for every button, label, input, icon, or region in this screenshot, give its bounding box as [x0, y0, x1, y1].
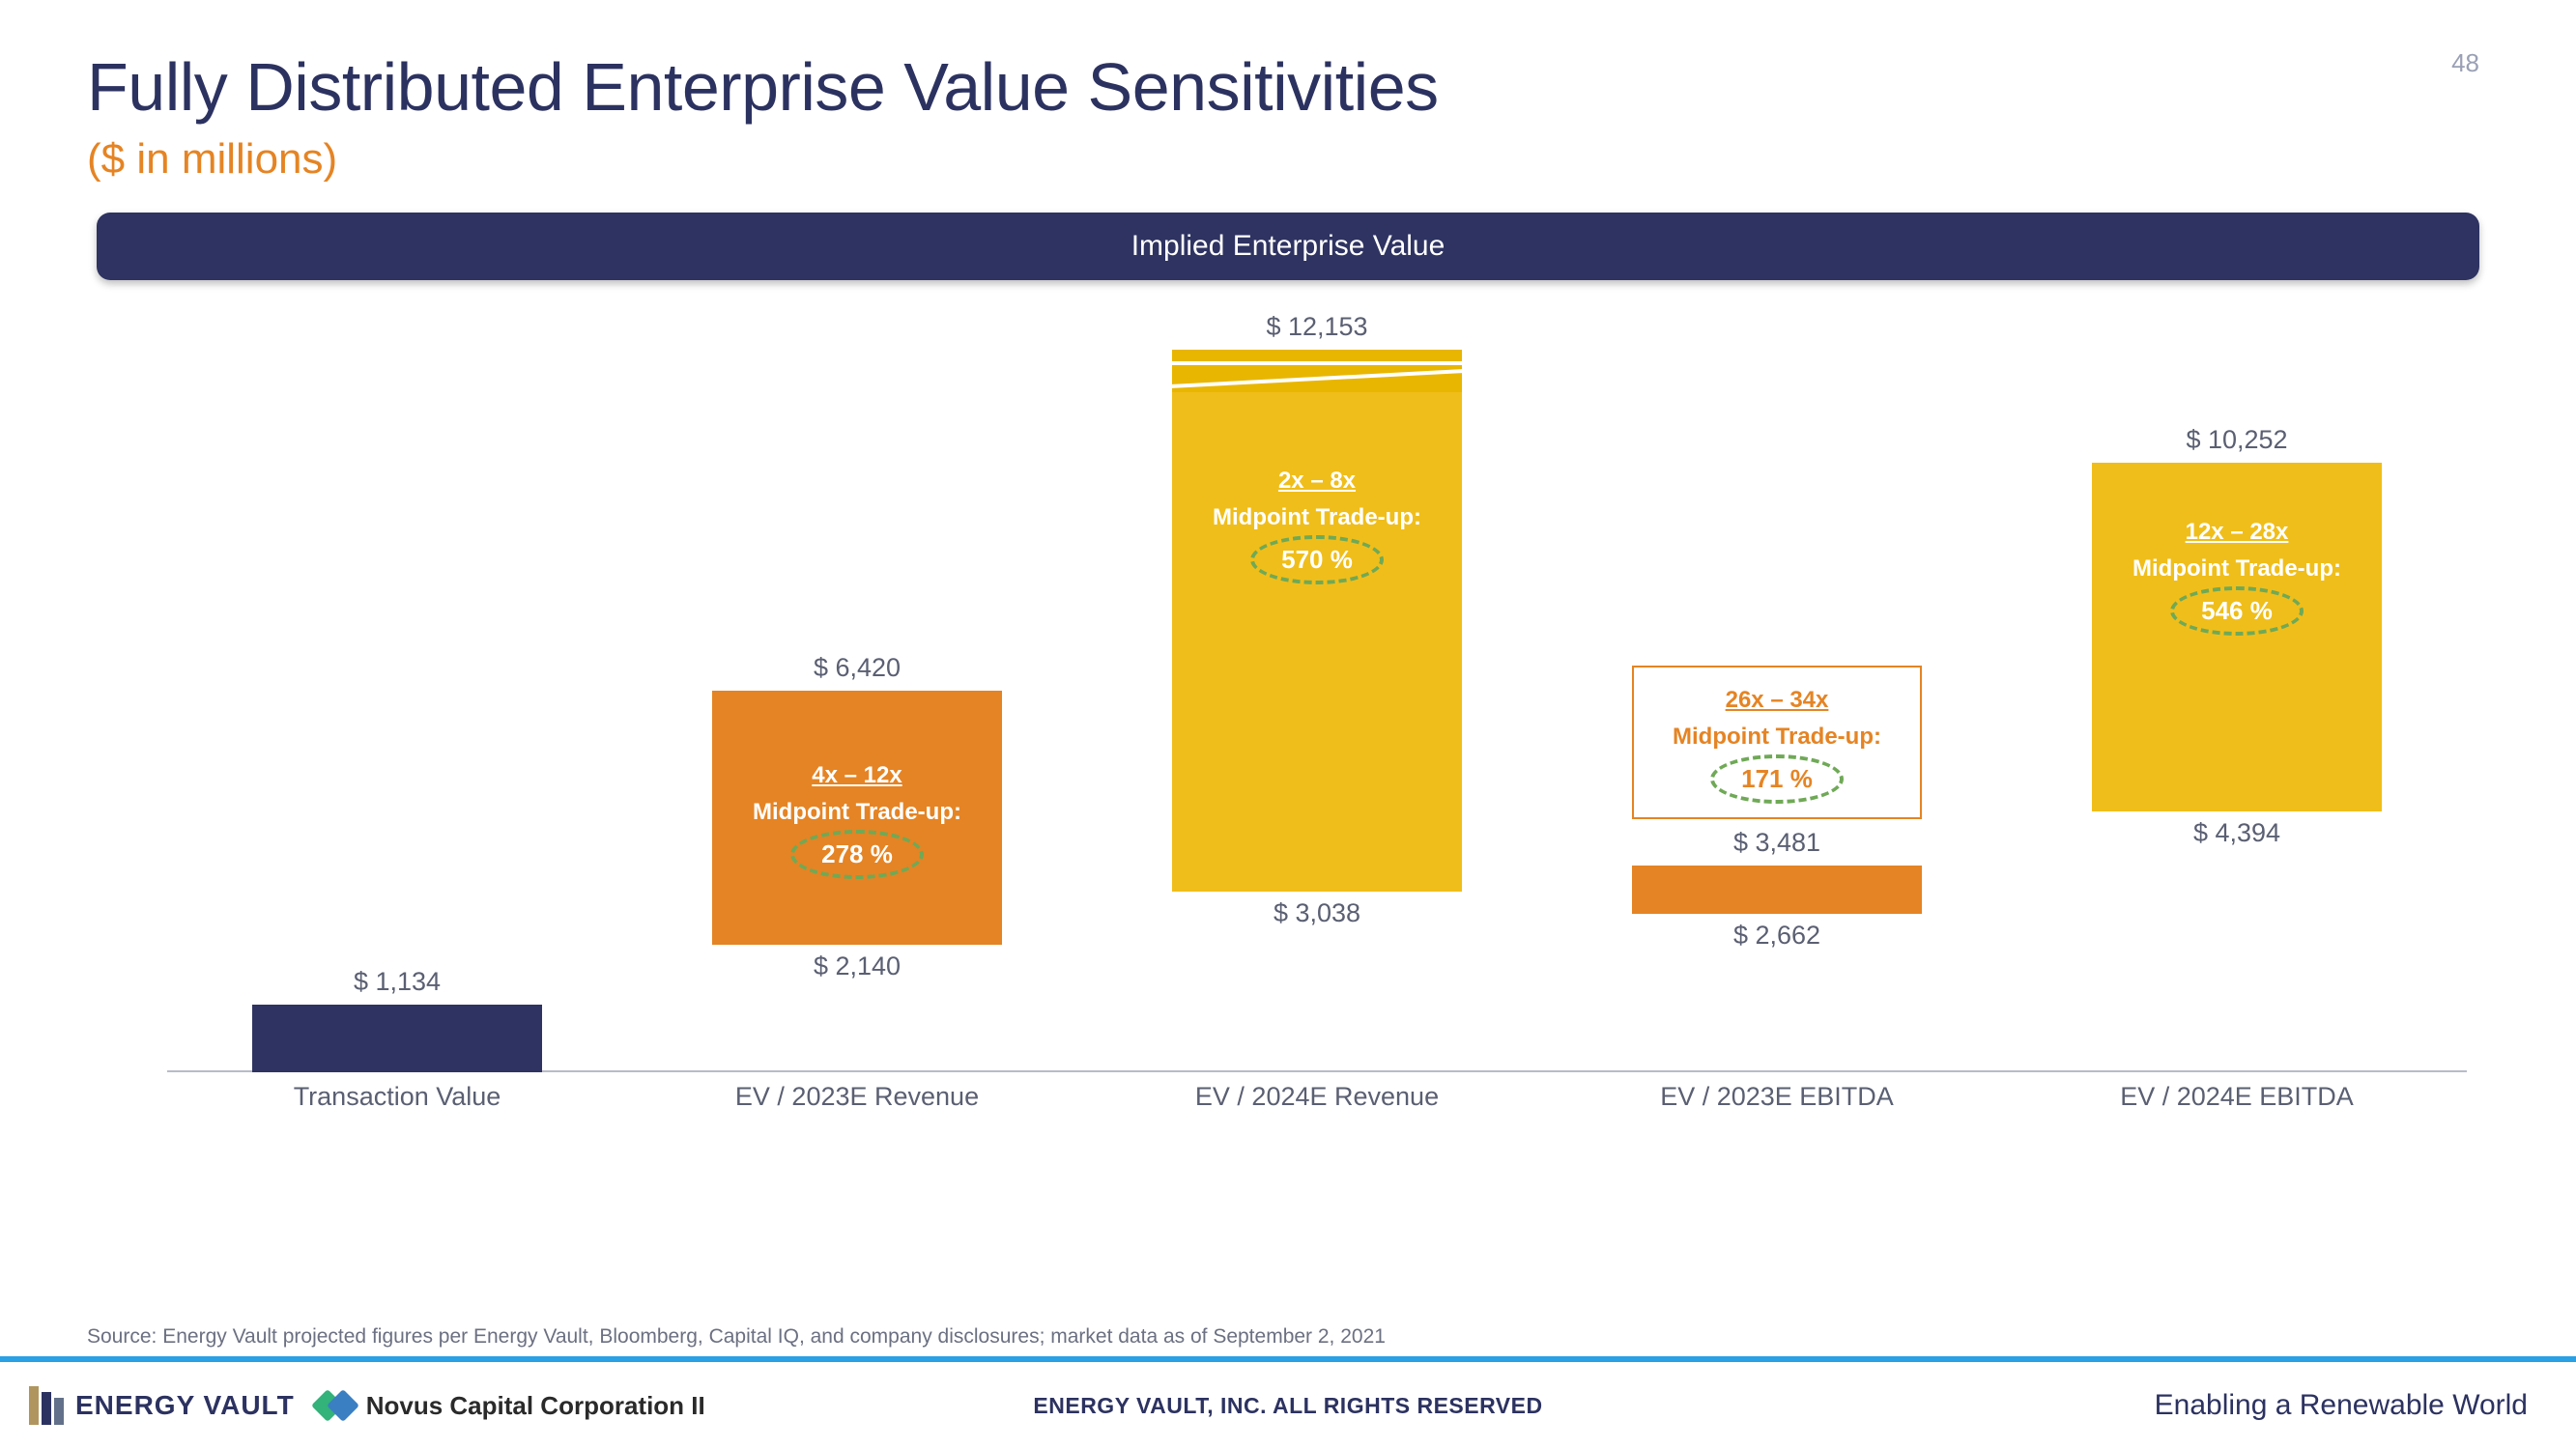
chart-value-high: $ 10,252: [2007, 425, 2467, 455]
chart-column: $ 6,420 $ 2,140 4x – 12x Midpoint Trade-up:…: [627, 299, 1087, 1072]
novus-logo-icon: [314, 1388, 357, 1423]
chart-value-high: $ 3,481: [1547, 828, 2007, 858]
chart-info-box: 12x – 28x Midpoint Trade-up: 546 %: [2092, 506, 2382, 641]
chart-x-label: EV / 2024E EBITDA: [2007, 1082, 2467, 1130]
info-range: 26x – 34x: [1726, 687, 1829, 714]
footer-center-text: ENERGY VAULT, INC. ALL RIGHTS RESERVED: [1033, 1393, 1542, 1419]
energy-vault-logo-text: ENERGY VAULT: [75, 1390, 295, 1421]
info-range: 2x – 8x: [1278, 468, 1356, 495]
energy-vault-logo-icon: [29, 1386, 64, 1425]
info-range: 4x – 12x: [812, 762, 902, 789]
chart-x-label: EV / 2023E Revenue: [627, 1082, 1087, 1130]
footer-right-text: Enabling a Renewable World: [2155, 1389, 2528, 1422]
footer-logo-group: ENERGY VAULT Novus Capital Corporation I…: [29, 1386, 705, 1425]
chart-column: $ 12,153 $ 3,038 2x – 8x Midpoint Trade-up:…: [1087, 299, 1547, 1072]
chart-x-label: EV / 2023E EBITDA: [1547, 1082, 2007, 1130]
info-midpoint-label: Midpoint Trade-up:: [753, 799, 961, 826]
chart-value-low: $ 3,038: [1087, 898, 1547, 928]
chart-plot-area: $ 1,134 $ 6,420 $ 2,140 4x – 12x Midpoint Tr…: [167, 299, 2467, 1072]
chart-column: $ 3,481 $ 2,662 26x – 34x Midpoint Trade-up…: [1547, 299, 2007, 1072]
chart-info-box: 26x – 34x Midpoint Trade-up: 171 %: [1632, 666, 1922, 819]
chart-value-high: $ 1,134: [167, 967, 627, 997]
info-midpoint-label: Midpoint Trade-up:: [1673, 724, 1881, 751]
chart-value-low: $ 4,394: [2007, 818, 2467, 848]
energy-vault-logo: ENERGY VAULT: [29, 1386, 295, 1425]
chart-value-high: $ 6,420: [627, 653, 1087, 683]
chart-x-axis-labels: Transaction ValueEV / 2023E RevenueEV / …: [167, 1082, 2467, 1130]
slide-subtitle: ($ in millions): [87, 135, 2489, 184]
chart-value-high: $ 12,153: [1087, 312, 1547, 342]
slide-title: Fully Distributed Enterprise Value Sensi…: [87, 48, 2489, 126]
chart-bar: [1632, 866, 1922, 914]
footer: ENERGY VAULT Novus Capital Corporation I…: [0, 1362, 2576, 1449]
info-range: 12x – 28x: [2186, 519, 2289, 546]
novus-logo-text: Novus Capital Corporation II: [366, 1391, 705, 1421]
chart-value-low: $ 2,140: [627, 952, 1087, 981]
source-note: Source: Energy Vault projected figures p…: [87, 1325, 1386, 1349]
info-midpoint-label: Midpoint Trade-up:: [2132, 555, 2341, 582]
info-percent: 171 %: [1724, 760, 1830, 798]
novus-logo: Novus Capital Corporation II: [314, 1388, 705, 1423]
chart-x-label: Transaction Value: [167, 1082, 627, 1130]
chart-column: $ 10,252 $ 4,394 12x – 28x Midpoint Trade-u…: [2007, 299, 2467, 1072]
chart-info-box: 4x – 12x Midpoint Trade-up: 278 %: [712, 751, 1002, 886]
info-midpoint-label: Midpoint Trade-up:: [1213, 504, 1421, 531]
banner-implied-ev: Implied Enterprise Value: [97, 213, 2479, 280]
chart-value-low: $ 2,662: [1547, 921, 2007, 951]
chart-bar: [1172, 350, 1462, 892]
chart-info-box: 2x – 8x Midpoint Trade-up: 570 %: [1172, 456, 1462, 591]
info-percent: 570 %: [1264, 541, 1370, 579]
info-percent: 546 %: [2184, 592, 2290, 630]
slide: 48 Fully Distributed Enterprise Value Se…: [0, 0, 2576, 1449]
chart-bar: [252, 1005, 542, 1072]
info-percent: 278 %: [804, 836, 910, 873]
page-number: 48: [2451, 48, 2479, 78]
ev-sensitivity-chart: $ 1,134 $ 6,420 $ 2,140 4x – 12x Midpoint Tr…: [90, 299, 2486, 1140]
chart-column: $ 1,134: [167, 299, 627, 1072]
chart-x-label: EV / 2024E Revenue: [1087, 1082, 1547, 1130]
chart-bar-hatch: [1172, 350, 1462, 392]
